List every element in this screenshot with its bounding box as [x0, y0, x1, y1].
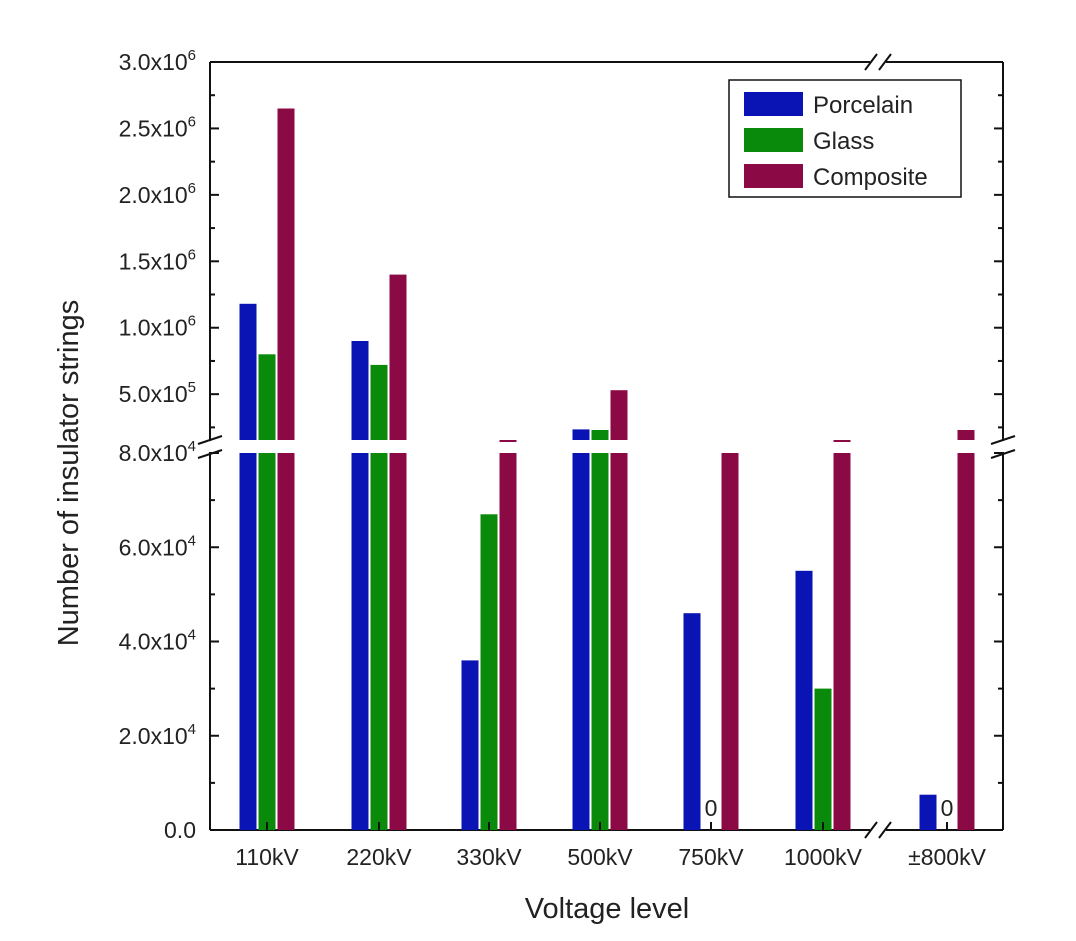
bar-composite-500kV — [610, 453, 628, 830]
bar-composite-330kV — [499, 453, 517, 830]
y-tick-label-lower-0: 0.0 — [164, 817, 196, 843]
y-break-mark-right — [990, 435, 1016, 459]
y-tick-label-lower-3: 6.0x104 — [119, 532, 196, 560]
legend: Porcelain Glass Composite — [728, 79, 962, 198]
bar-porcelain-110kV — [239, 453, 257, 830]
y-tick-label-upper-1: 1.0x106 — [119, 313, 196, 341]
y-tick-label-upper-2: 1.5x106 — [119, 246, 196, 274]
bar-porcelain-750kV — [683, 613, 701, 830]
x-tick-label-3: 500kV — [567, 844, 633, 870]
zero-label-1: 0 — [941, 795, 954, 821]
bar-composite-1000kV — [833, 453, 851, 830]
axis-ticks: 0.0 2.0x104 4.0x104 6.0x104 8.0x104 5.0x105 1.… — [119, 47, 1003, 870]
legend-label-composite: Composite — [813, 164, 928, 191]
bar-glass-500kV — [591, 453, 609, 830]
legend-label-glass: Glass — [813, 128, 874, 155]
bar-composite-220kV — [389, 453, 407, 830]
y-break-mark-left — [197, 435, 223, 459]
legend-label-porcelain: Porcelain — [813, 92, 913, 119]
bar-porcelain-500kV — [572, 453, 590, 830]
y-tick-label-upper-5: 3.0x106 — [119, 47, 196, 75]
y-tick-label-upper-0: 5.0x105 — [119, 379, 196, 407]
bar-glass-1000kV — [814, 688, 832, 830]
bar-glass-110kV-upper — [258, 354, 276, 440]
x-break-mark-top — [864, 53, 892, 71]
bar-composite-110kV — [277, 453, 295, 830]
y-tick-label-upper-4: 2.5x106 — [119, 113, 196, 141]
x-tick-label-1: 220kV — [346, 844, 412, 870]
y-tick-label-upper-3: 2.0x106 — [119, 180, 196, 208]
bar-glass-220kV-upper — [370, 364, 388, 440]
bar-glass-220kV — [370, 453, 388, 830]
zero-label-0: 0 — [705, 795, 718, 821]
x-tick-label-0: 110kV — [235, 844, 299, 870]
bars — [239, 108, 975, 830]
bar-glass-110kV — [258, 453, 276, 830]
bar-composite-800kV-upper — [957, 430, 975, 440]
bar-porcelain-500kV-upper — [572, 429, 590, 440]
bar-porcelain-330kV — [461, 660, 479, 830]
x-tick-label-2: 330kV — [456, 844, 522, 870]
legend-swatch-glass — [744, 128, 803, 152]
y-axis-title: Number of insulator strings — [53, 300, 85, 647]
bar-porcelain-1000kV — [795, 570, 813, 830]
x-tick-label-6: ±800kV — [908, 844, 986, 870]
x-tick-label-4: 750kV — [678, 844, 744, 870]
bar-composite-330kV-upper — [499, 440, 517, 442]
x-tick-label-5: 1000kV — [784, 844, 863, 870]
legend-swatch-porcelain — [744, 92, 803, 116]
chart-frame — [197, 53, 1016, 839]
bar-porcelain-800kV — [919, 794, 937, 830]
y-tick-label-lower-1: 2.0x104 — [119, 721, 196, 749]
x-break-mark-bottom — [864, 821, 892, 839]
bar-composite-1000kV-upper — [833, 440, 851, 442]
x-axis-title: Voltage level — [525, 893, 689, 925]
y-tick-label-lower-4: 8.0x104 — [119, 438, 196, 466]
legend-swatch-composite — [744, 164, 803, 188]
bar-composite-220kV-upper — [389, 274, 407, 440]
bar-porcelain-220kV — [351, 453, 369, 830]
bar-glass-330kV — [480, 514, 498, 830]
bar-composite-500kV-upper — [610, 390, 628, 440]
bar-porcelain-220kV-upper — [351, 341, 369, 440]
bar-composite-750kV — [721, 453, 739, 830]
bar-composite-110kV-upper — [277, 108, 295, 440]
bar-porcelain-110kV-upper — [239, 303, 257, 440]
y-tick-label-lower-2: 4.0x104 — [119, 627, 196, 655]
bar-composite-800kV — [957, 453, 975, 830]
bar-glass-500kV-upper — [591, 430, 609, 440]
